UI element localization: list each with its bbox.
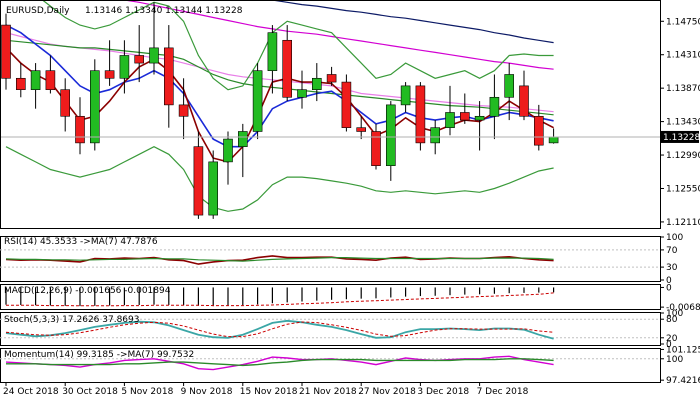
panel-frame-rsi <box>0 236 661 282</box>
price-tick-label: 1.13870 <box>666 84 700 94</box>
macd-label: MACD(12,26,9) -0.001656 -0.001894 <box>4 286 171 296</box>
candle-body <box>60 89 71 117</box>
panel-frame-price <box>0 0 661 229</box>
panel-frame-mom <box>0 348 661 383</box>
candle-body <box>400 85 411 106</box>
candle-body <box>90 70 100 144</box>
indicator-panels <box>0 249 660 371</box>
candle-body <box>208 161 218 216</box>
time-tick-label: 24 Oct 2018 <box>3 387 59 397</box>
time-tick-label: 21 Nov 2018 <box>299 387 357 397</box>
candle-body <box>178 104 189 117</box>
candle-body <box>149 47 159 64</box>
moving-averages <box>5 0 554 212</box>
candle-body <box>474 115 485 121</box>
candle-body <box>267 32 278 71</box>
candle-body <box>252 70 263 132</box>
rsi-tick-label: 70 <box>666 246 678 256</box>
candle-body <box>134 55 144 64</box>
ma-line-3 <box>5 39 554 116</box>
candle-body <box>430 127 441 144</box>
price-tick-label: 1.12550 <box>666 184 700 194</box>
time-tick-label: 5 Nov 2018 <box>121 387 173 397</box>
panel-frame-macd <box>0 284 661 310</box>
candle-body <box>504 74 515 98</box>
candle-body <box>371 131 381 166</box>
time-tick-label: 7 Dec 2018 <box>477 387 529 397</box>
price-tick-label: 1.14750 <box>666 17 700 27</box>
rsi-tick-label: 30 <box>666 263 678 273</box>
rsi-tick-label: 100 <box>666 233 683 243</box>
momentum-label: Momentum(14) 99.3185 ->MA(7) 99.7532 <box>4 350 194 360</box>
ma-line-0 <box>268 0 554 44</box>
candle-body <box>15 77 26 90</box>
time-axis: 24 Oct 2018 30 Oct 2018 5 Nov 2018 9 Nov 20… <box>3 382 529 397</box>
candle-body <box>297 89 307 98</box>
momentum-ma-line <box>6 358 554 367</box>
current-price-label: 1.13228 <box>663 133 700 143</box>
ma-line-6 <box>41 0 554 91</box>
momentum-tick-label: 97.4216 <box>666 376 700 386</box>
candle-body <box>341 81 352 128</box>
candle-body <box>30 70 41 90</box>
price-tick-label: 1.13430 <box>666 118 700 128</box>
candle-body <box>75 115 85 144</box>
ohlc-readout: 1.13146 1.13340 1.13144 1.13228 <box>85 6 243 16</box>
time-tick-label: 30 Oct 2018 <box>62 387 118 397</box>
candle-body <box>311 77 322 90</box>
price-tick-label: 1.12990 <box>666 151 700 161</box>
ma-line-4 <box>5 24 554 148</box>
stoch-tick-label: 100 <box>666 309 683 319</box>
panel-frames <box>0 0 661 383</box>
candle-body <box>548 136 559 144</box>
stoch-tick-label: 0 <box>666 340 672 350</box>
candle-body <box>519 85 529 117</box>
candle-body <box>193 146 204 216</box>
candle-body <box>223 138 233 163</box>
ma-line-7 <box>5 146 554 212</box>
candle-body <box>459 112 470 121</box>
candle-body <box>445 112 455 128</box>
symbol-label: EURUSD,Daily <box>6 6 70 16</box>
candle-body <box>282 39 293 98</box>
candle-body <box>533 115 544 146</box>
macd-tick-label: 0 <box>666 283 672 293</box>
time-tick-label: 3 Dec 2018 <box>417 387 469 397</box>
current-price-tag <box>661 130 699 143</box>
stoch-d-line <box>5 321 554 338</box>
rsi-label: RSI(14) 45.3533 ->MA(7) 47.7876 <box>4 237 158 247</box>
candle-body <box>104 70 115 79</box>
time-tick-label: 15 Nov 2018 <box>240 387 298 397</box>
candle-body <box>1 24 11 79</box>
macd-tick-label: -0.006851 <box>666 303 700 313</box>
candlesticks <box>1 2 559 219</box>
stoch-tick-label: 80 <box>666 315 678 325</box>
rsi-ma-line <box>5 257 554 262</box>
current-price-line: 1.13228 <box>0 130 700 143</box>
rsi-tick-label: 0 <box>666 276 672 286</box>
panel-frame-stoch <box>0 312 661 346</box>
price-axis: 1.14750 1.14310 1.13870 1.13430 1.12990 1.125… <box>660 17 700 386</box>
macd-signal-line <box>6 292 554 307</box>
price-tick-label: 1.14310 <box>666 51 700 61</box>
candle-body <box>356 127 367 132</box>
candle-body <box>326 74 337 83</box>
candle-body <box>238 131 248 147</box>
ma-line-2 <box>5 32 554 113</box>
stoch-label: Stoch(5,3,3) 17.2626 37.8693 <box>4 315 139 325</box>
time-tick-label: 9 Nov 2018 <box>181 387 233 397</box>
ma-line-1 <box>121 0 554 70</box>
candle-body <box>119 55 130 79</box>
stoch-tick-label: 20 <box>666 334 678 344</box>
candle-body <box>45 70 56 90</box>
price-tick-label: 1.12110 <box>666 218 700 228</box>
candle-body <box>385 104 396 166</box>
candle-body <box>164 47 174 106</box>
momentum-tick-label: 100 <box>666 355 683 365</box>
candle-body <box>415 85 426 144</box>
momentum-tick-label: 101.1258 <box>666 345 700 355</box>
candle-body <box>489 96 500 117</box>
time-tick-label: 27 Nov 2018 <box>358 387 416 397</box>
